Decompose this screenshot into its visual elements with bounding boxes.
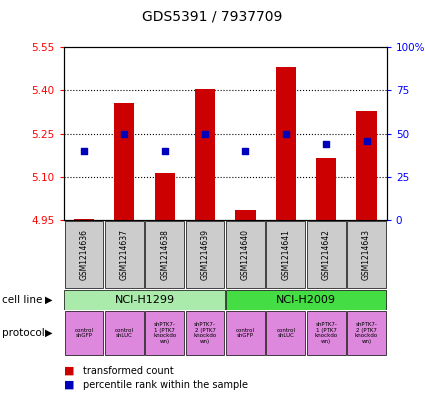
Bar: [226, 290, 386, 310]
Text: ■: ■: [64, 365, 74, 376]
Text: GDS5391 / 7937709: GDS5391 / 7937709: [142, 10, 283, 24]
Text: GSM1214642: GSM1214642: [322, 229, 331, 280]
Text: NCI-H1299: NCI-H1299: [114, 295, 175, 305]
Bar: [347, 311, 386, 355]
Point: [121, 130, 128, 137]
Point: [282, 130, 289, 137]
Bar: [155, 173, 175, 220]
Bar: [266, 311, 305, 355]
Text: ▶: ▶: [45, 295, 53, 305]
Bar: [145, 221, 184, 288]
Bar: [186, 311, 224, 355]
Text: transformed count: transformed count: [83, 365, 174, 376]
Bar: [266, 221, 305, 288]
Text: protocol: protocol: [2, 328, 45, 338]
Text: GSM1214640: GSM1214640: [241, 229, 250, 280]
Text: ▶: ▶: [45, 328, 53, 338]
Bar: [145, 311, 184, 355]
Text: control
shGFP: control shGFP: [236, 328, 255, 338]
Bar: [195, 89, 215, 220]
Text: control
shLUC: control shLUC: [115, 328, 134, 338]
Bar: [65, 311, 103, 355]
Text: GSM1214639: GSM1214639: [201, 229, 210, 280]
Point: [80, 148, 88, 154]
Point: [323, 141, 329, 147]
Bar: [307, 221, 346, 288]
Text: NCI-H2009: NCI-H2009: [276, 295, 336, 305]
Point: [161, 148, 168, 154]
Text: GSM1214636: GSM1214636: [79, 229, 88, 280]
Text: GSM1214643: GSM1214643: [362, 229, 371, 280]
Text: ■: ■: [64, 380, 74, 390]
Text: GSM1214641: GSM1214641: [281, 229, 290, 280]
Bar: [316, 158, 336, 220]
Text: control
shGFP: control shGFP: [74, 328, 94, 338]
Bar: [347, 221, 386, 288]
Text: control
shLUC: control shLUC: [276, 328, 295, 338]
Text: shPTK7-
1 (PTK7
knockdo
wn): shPTK7- 1 (PTK7 knockdo wn): [153, 322, 176, 344]
Point: [363, 138, 370, 144]
Text: percentile rank within the sample: percentile rank within the sample: [83, 380, 248, 390]
Bar: [307, 311, 346, 355]
Bar: [64, 290, 225, 310]
Bar: [65, 221, 103, 288]
Text: GSM1214637: GSM1214637: [120, 229, 129, 280]
Text: GSM1214638: GSM1214638: [160, 229, 169, 280]
Bar: [74, 219, 94, 220]
Bar: [357, 110, 377, 220]
Bar: [235, 210, 255, 220]
Bar: [186, 221, 224, 288]
Text: cell line: cell line: [2, 295, 42, 305]
Point: [201, 130, 208, 137]
Bar: [226, 221, 265, 288]
Text: shPTK7-
2 (PTK7
knockdo
wn): shPTK7- 2 (PTK7 knockdo wn): [193, 322, 217, 344]
Bar: [114, 103, 134, 220]
Text: shPTK7-
2 (PTK7
knockdo
wn): shPTK7- 2 (PTK7 knockdo wn): [355, 322, 378, 344]
Text: shPTK7-
1 (PTK7
knockdo
wn): shPTK7- 1 (PTK7 knockdo wn): [314, 322, 338, 344]
Bar: [105, 221, 144, 288]
Point: [242, 148, 249, 154]
Bar: [105, 311, 144, 355]
Bar: [226, 311, 265, 355]
Bar: [276, 67, 296, 220]
